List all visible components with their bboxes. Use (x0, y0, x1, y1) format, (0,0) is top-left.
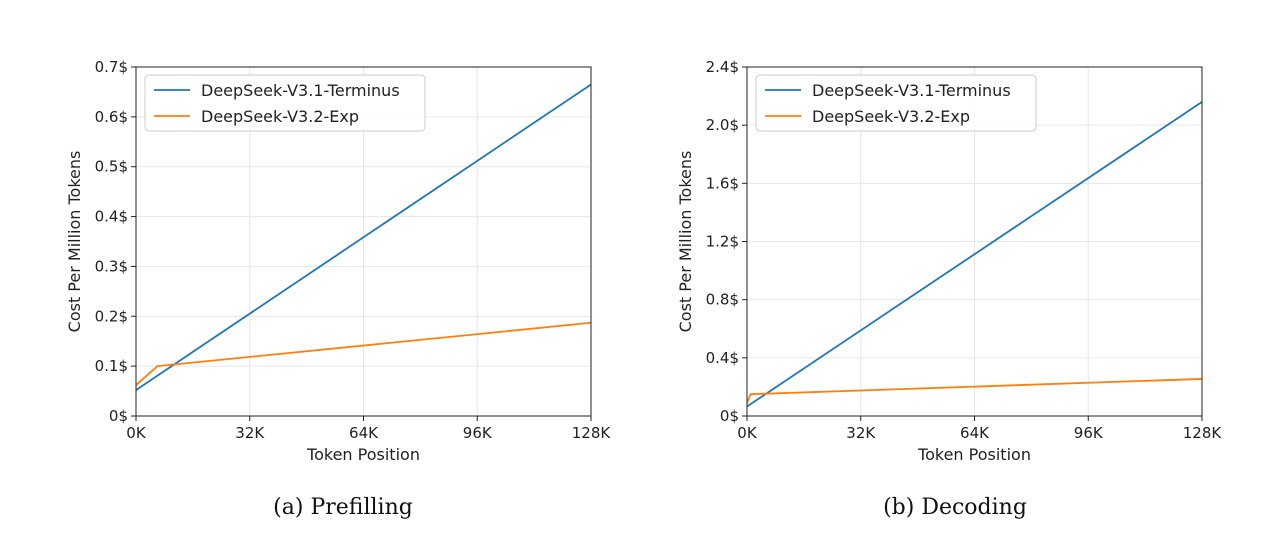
series-line-1 (746, 101, 1203, 408)
legend-label-1: DeepSeek-V3.1-Terminus (812, 81, 1011, 100)
y-axis-label: Cost Per Million Tokens (65, 151, 84, 333)
y-tick-label: 0.6$ (95, 108, 128, 126)
legend-box (144, 74, 426, 132)
y-tick-label: 1.6$ (706, 174, 739, 192)
chart-panel-decoding: 0K 32K 64K 96K 128K 0$ 0.4$ 0.8$ 1.2$ 1.6$ 2.0$ 2.4… (676, 58, 1222, 520)
y-tick-label: 1.2$ (706, 233, 739, 251)
y-tick-label: 0.5$ (95, 158, 128, 176)
x-axis-label: Token Position (306, 445, 420, 464)
x-tick-label: 128K (572, 424, 612, 442)
y-tick-label: 0$ (109, 407, 128, 425)
y-tick-label: 0.4$ (706, 349, 739, 367)
x-tick-label: 96K (1074, 424, 1104, 442)
x-tick-label: 32K (846, 424, 876, 442)
x-axis-label: Token Position (917, 445, 1031, 464)
y-tick-label: 0.7$ (95, 58, 128, 76)
legend: DeepSeek-V3.1-Terminus DeepSeek-V3.2-Exp (755, 74, 1037, 132)
legend-label-2: DeepSeek-V3.2-Exp (812, 107, 970, 126)
legend-box (755, 74, 1037, 132)
series-line-2 (135, 321, 592, 386)
y-axis-label: Cost Per Million Tokens (676, 151, 695, 333)
x-tick-label: 64K (960, 424, 990, 442)
x-tick-label: 64K (349, 424, 379, 442)
y-tick-label: 0.1$ (95, 357, 128, 375)
figure-caption: (b) Decoding (883, 495, 1027, 520)
y-tick-label: 0.2$ (95, 307, 128, 325)
x-tick-label: 0K (737, 424, 758, 442)
y-tick-label: 2.0$ (706, 116, 739, 134)
x-tick-label: 0K (126, 424, 147, 442)
legend-label-2: DeepSeek-V3.2-Exp (201, 107, 359, 126)
series-line-1 (135, 83, 592, 391)
x-tick-label: 128K (1183, 424, 1223, 442)
series-line-2 (746, 378, 1203, 404)
y-tick-label: 0.8$ (706, 291, 739, 309)
y-tick-label: 2.4$ (706, 58, 739, 76)
legend-label-1: DeepSeek-V3.1-Terminus (201, 81, 400, 100)
chart-panel-prefilling: 0K 32K 64K 96K 128K 0$ 0.1$ 0.2$ 0.3$ 0.4$ 0.5$ 0.6… (65, 58, 611, 520)
legend: DeepSeek-V3.1-Terminus DeepSeek-V3.2-Exp (144, 74, 426, 132)
y-tick-label: 0.3$ (95, 257, 128, 275)
x-tick-label: 32K (235, 424, 265, 442)
y-tick-label: 0.4$ (95, 208, 128, 226)
y-tick-label: 0$ (720, 407, 739, 425)
x-tick-label: 96K (463, 424, 493, 442)
figure-caption: (a) Prefilling (273, 495, 413, 520)
